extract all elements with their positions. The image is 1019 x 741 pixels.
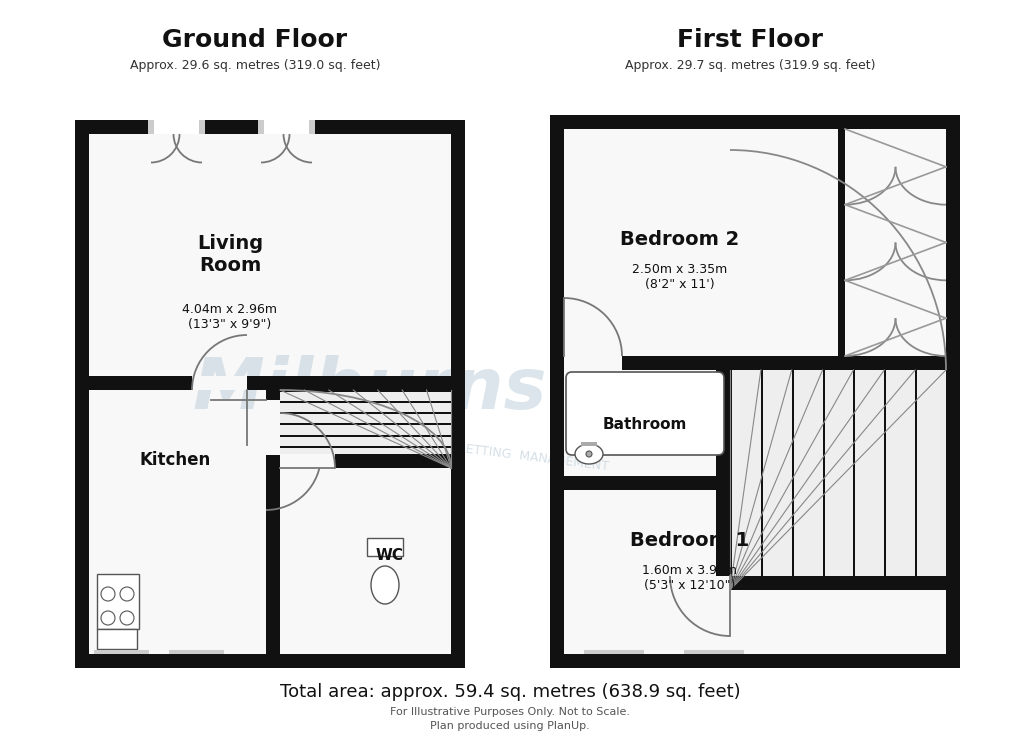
- Bar: [715, 370, 730, 504]
- Bar: [309, 120, 315, 134]
- Bar: [266, 400, 280, 455]
- Bar: [89, 134, 450, 390]
- Bar: [280, 390, 450, 392]
- Text: Bedroom 1: Bedroom 1: [630, 531, 749, 550]
- Text: WC: WC: [376, 548, 404, 562]
- Bar: [945, 115, 959, 668]
- Circle shape: [101, 587, 115, 601]
- Bar: [280, 390, 450, 468]
- Bar: [315, 120, 465, 134]
- Bar: [97, 629, 137, 649]
- Bar: [564, 129, 945, 370]
- Bar: [549, 115, 959, 129]
- Bar: [549, 115, 564, 668]
- Bar: [280, 434, 450, 436]
- Bar: [75, 120, 148, 134]
- Text: 2.50m x 3.35m: 2.50m x 3.35m: [632, 264, 727, 276]
- Bar: [280, 401, 450, 403]
- FancyBboxPatch shape: [566, 372, 723, 455]
- Text: Living
Room: Living Room: [197, 234, 263, 276]
- Text: (5'3" x 12'10"): (5'3" x 12'10"): [644, 579, 735, 591]
- Bar: [205, 120, 258, 134]
- Text: For Illustrative Purposes Only. Not to Scale.: For Illustrative Purposes Only. Not to S…: [389, 707, 630, 717]
- Text: Approx. 29.7 sq. metres (319.9 sq. feet): Approx. 29.7 sq. metres (319.9 sq. feet): [624, 59, 874, 71]
- Text: Bedroom 2: Bedroom 2: [620, 230, 739, 250]
- Bar: [280, 412, 450, 414]
- Circle shape: [120, 611, 133, 625]
- Bar: [838, 129, 844, 370]
- Text: Bathroom: Bathroom: [602, 417, 687, 433]
- Bar: [266, 390, 280, 668]
- Bar: [564, 490, 945, 654]
- Text: (8'2" x 11'): (8'2" x 11'): [645, 279, 714, 291]
- Text: Approx. 29.6 sq. metres (319.0 sq. feet): Approx. 29.6 sq. metres (319.0 sq. feet): [129, 59, 380, 71]
- Text: Milburns: Milburns: [193, 356, 547, 425]
- Bar: [549, 356, 959, 370]
- Text: Total area: approx. 59.4 sq. metres (638.9 sq. feet): Total area: approx. 59.4 sq. metres (638…: [279, 683, 740, 701]
- Bar: [199, 120, 205, 134]
- Bar: [280, 390, 450, 654]
- Ellipse shape: [371, 566, 398, 604]
- Text: Kitchen: Kitchen: [140, 451, 210, 469]
- Bar: [192, 376, 247, 390]
- Circle shape: [586, 451, 591, 457]
- Bar: [791, 370, 793, 590]
- Bar: [564, 370, 730, 476]
- Ellipse shape: [575, 444, 602, 464]
- Bar: [730, 370, 945, 590]
- Bar: [169, 650, 224, 654]
- Bar: [280, 446, 450, 448]
- Bar: [280, 457, 450, 459]
- Bar: [75, 654, 465, 668]
- Bar: [883, 370, 886, 590]
- Text: 4.04m x 2.96m: 4.04m x 2.96m: [182, 304, 277, 316]
- Bar: [584, 650, 643, 654]
- Text: Plan produced using PlanUp.: Plan produced using PlanUp.: [430, 721, 589, 731]
- Bar: [148, 120, 154, 134]
- Text: Ground Floor: Ground Floor: [162, 28, 347, 52]
- Bar: [97, 574, 139, 629]
- Text: (13'3" x 9'9"): (13'3" x 9'9"): [189, 319, 271, 331]
- Bar: [280, 454, 465, 468]
- Bar: [75, 376, 465, 390]
- Text: SALES  LETTING  MANAGEMENT: SALES LETTING MANAGEMENT: [411, 436, 608, 473]
- Bar: [684, 650, 743, 654]
- Text: 1.60m x 3.91m: 1.60m x 3.91m: [642, 563, 737, 576]
- Bar: [914, 370, 916, 590]
- Bar: [715, 576, 730, 636]
- Bar: [730, 370, 732, 590]
- Bar: [821, 370, 823, 590]
- Bar: [258, 120, 264, 134]
- Bar: [715, 576, 945, 590]
- Bar: [280, 454, 334, 468]
- Bar: [89, 390, 280, 654]
- Bar: [581, 442, 596, 446]
- Bar: [367, 538, 403, 556]
- Bar: [280, 468, 450, 654]
- Bar: [549, 654, 959, 668]
- Bar: [75, 120, 89, 668]
- Circle shape: [101, 611, 115, 625]
- Bar: [853, 370, 855, 590]
- Bar: [549, 476, 730, 490]
- Bar: [280, 423, 450, 425]
- Circle shape: [120, 587, 133, 601]
- Text: First Floor: First Floor: [677, 28, 822, 52]
- Bar: [94, 650, 149, 654]
- Bar: [760, 370, 762, 590]
- Bar: [715, 370, 730, 590]
- Bar: [450, 120, 465, 668]
- Bar: [564, 356, 622, 370]
